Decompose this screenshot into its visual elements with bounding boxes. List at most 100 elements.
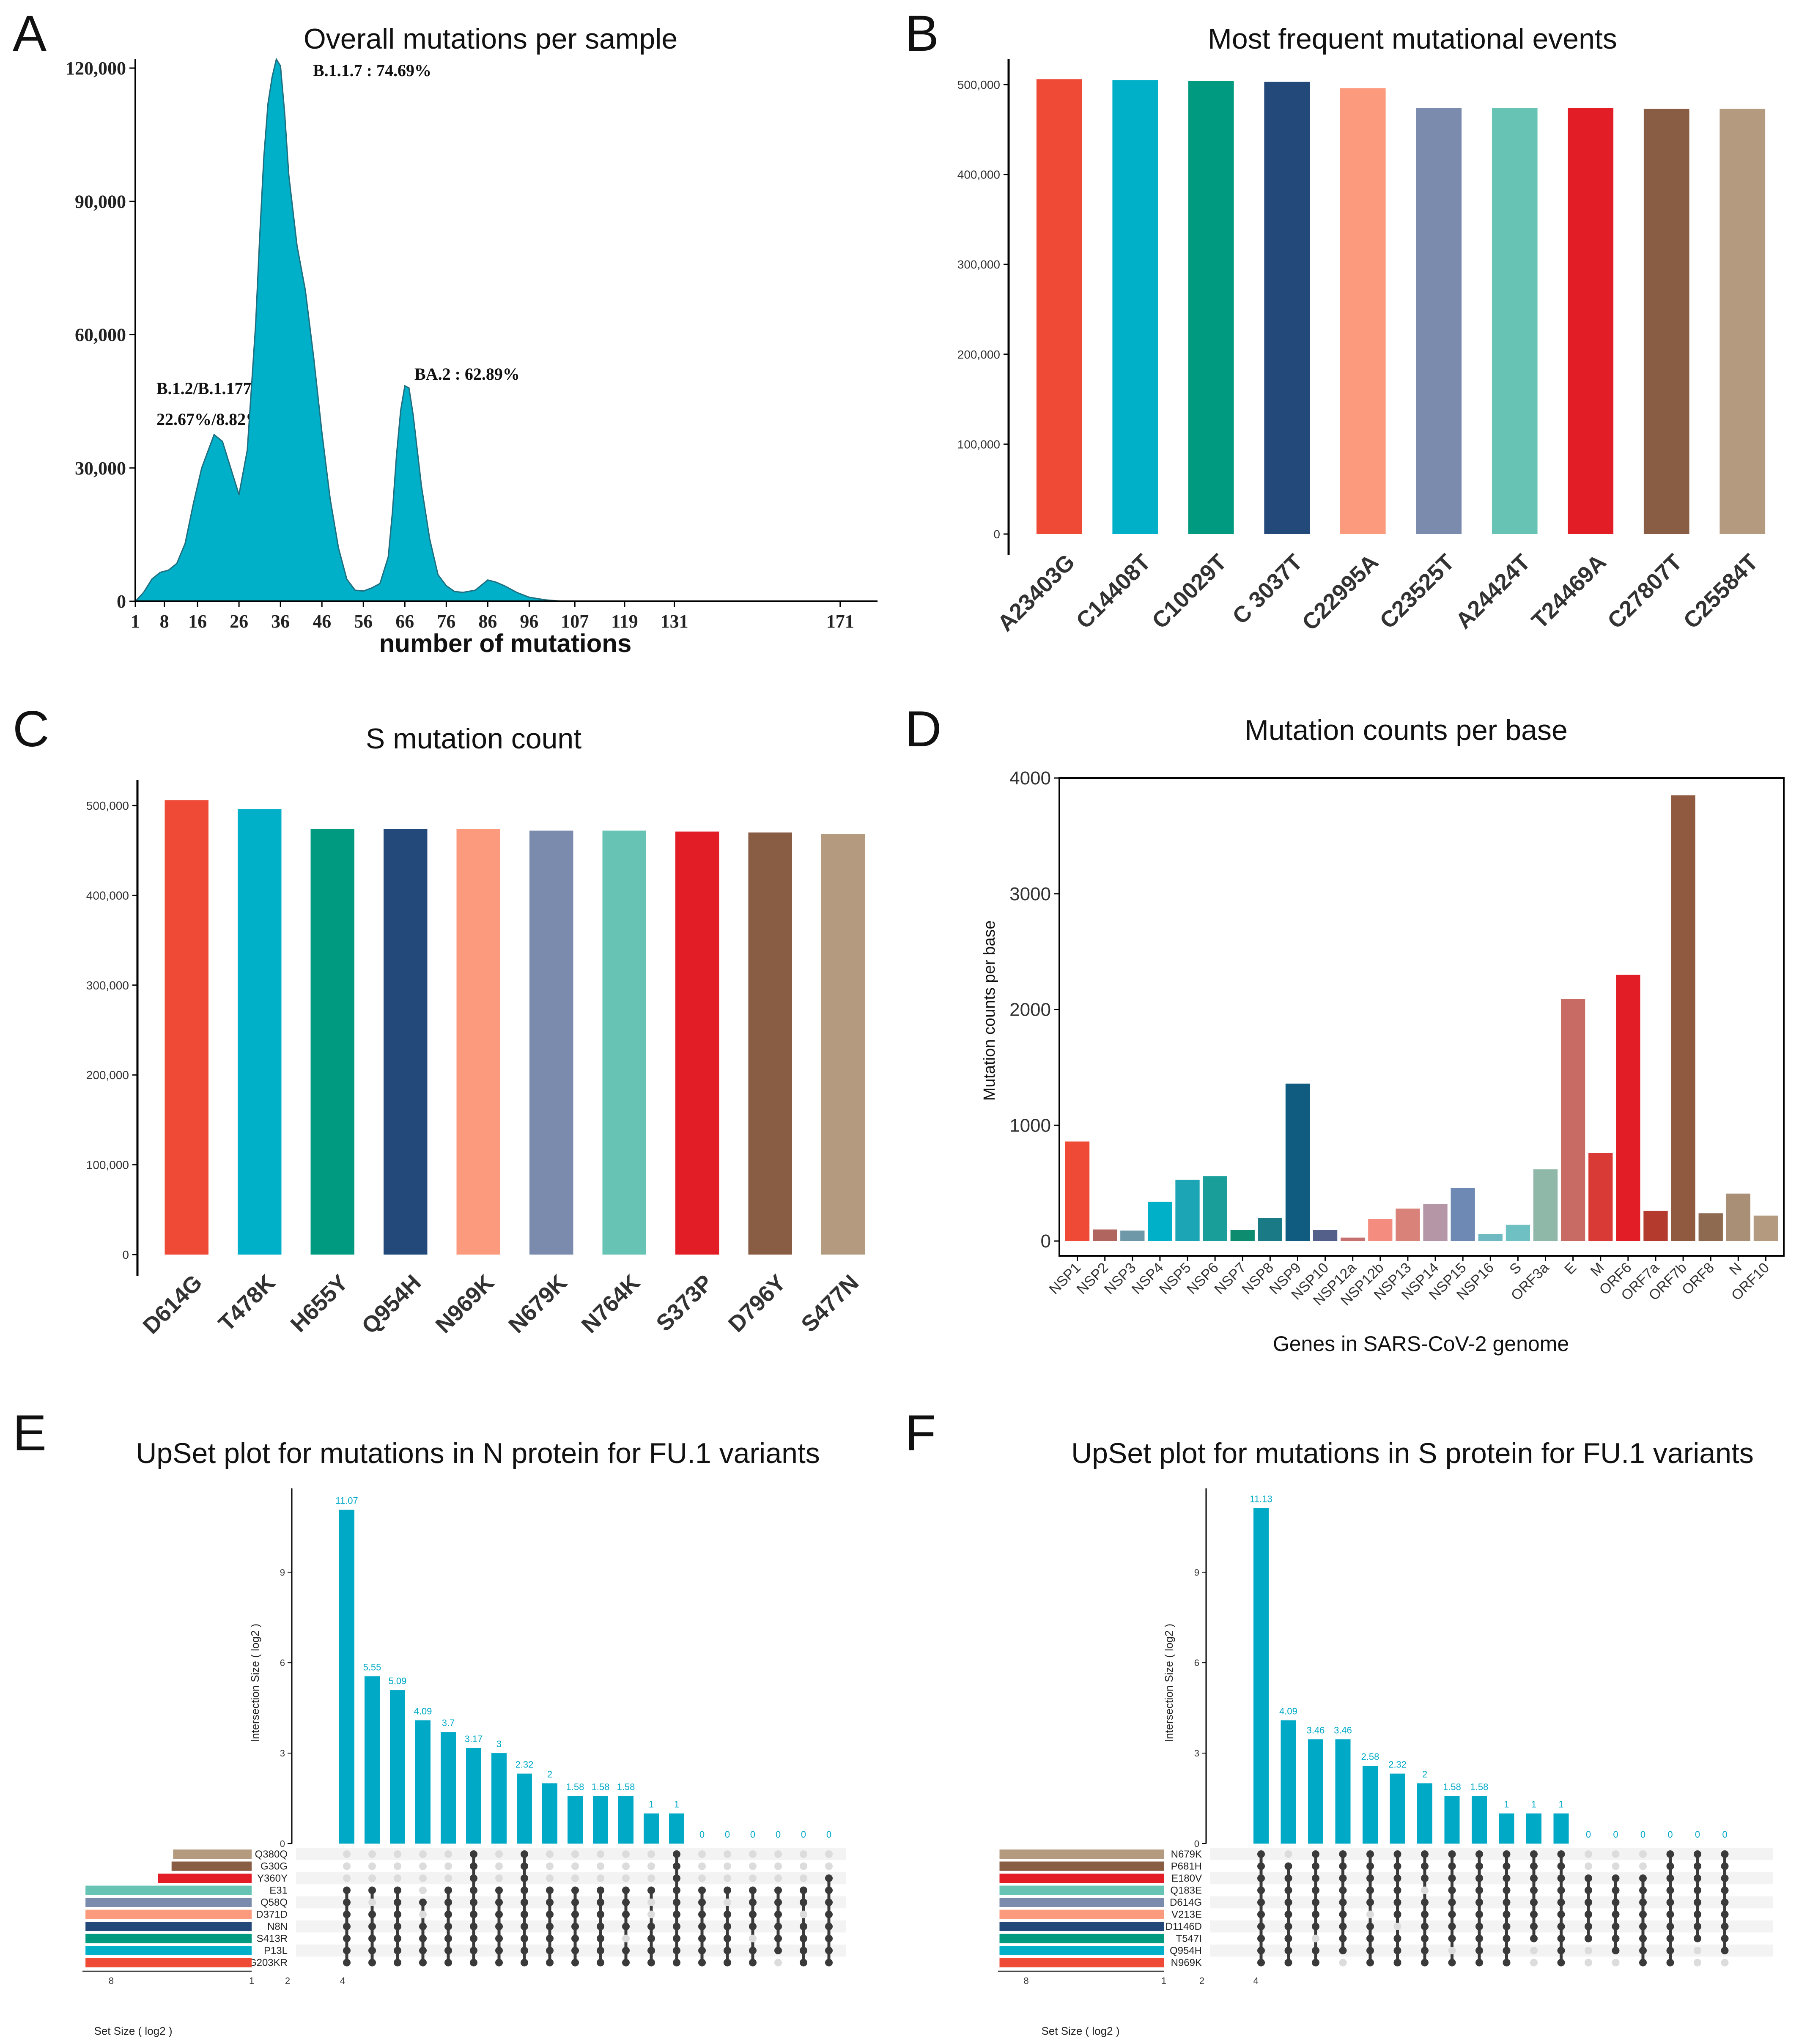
x-tick-label: C14408T	[1071, 549, 1156, 634]
chart-d-ylabel: Mutation counts per base	[981, 921, 998, 1101]
matrix-dot-filled	[1530, 1910, 1538, 1918]
matrix-dot-filled	[444, 1923, 452, 1930]
matrix-dot-filled	[724, 1923, 731, 1930]
x-tick-label: Q954H	[357, 1270, 426, 1339]
matrix-dot-filled	[394, 1934, 401, 1943]
bar	[1264, 82, 1310, 534]
matrix-dot-filled	[1339, 1874, 1347, 1882]
matrix-dot-empty	[622, 1934, 630, 1943]
matrix-dot-filled	[1503, 1874, 1511, 1882]
set-size-bar	[85, 1958, 252, 1967]
set-name: S413R	[257, 1933, 288, 1945]
matrix-dot-filled	[419, 1947, 427, 1954]
matrix-dot-filled	[1257, 1862, 1265, 1870]
chart-f-title: UpSet plot for mutations in S protein fo…	[1071, 1437, 1754, 1469]
intersection-bar	[1253, 1508, 1269, 1844]
set-name: D371D	[256, 1909, 288, 1921]
matrix-dot-empty	[800, 1850, 807, 1858]
intersection-label: 0	[1667, 1829, 1673, 1840]
bar	[1341, 1237, 1365, 1241]
annotation-b12-line1: B.1.2/B.1.177 :	[156, 379, 261, 398]
intersection-label: 0	[776, 1829, 781, 1840]
annotation-ba2: BA.2 : 62.89%	[414, 364, 520, 384]
matrix-dot-empty	[724, 1899, 731, 1906]
matrix-row-band	[1210, 1872, 1773, 1885]
matrix-dot-filled	[1612, 1874, 1620, 1882]
chart-f-set-size-label: Set Size ( log2 )	[1042, 2025, 1120, 2037]
matrix-dot-filled	[774, 1947, 782, 1954]
matrix-dot-empty	[343, 1850, 351, 1858]
matrix-dot-empty	[647, 1862, 655, 1870]
matrix-dot-filled	[1312, 1886, 1319, 1894]
intersection-label: 0	[750, 1829, 755, 1840]
matrix-dot-empty	[622, 1850, 630, 1858]
intersection-bar	[1335, 1739, 1351, 1844]
matrix-dot-filled	[1312, 1850, 1319, 1858]
intersection-bar	[466, 1748, 481, 1844]
matrix-dot-filled	[1339, 1934, 1347, 1943]
matrix-dot-empty	[571, 1874, 579, 1882]
bar	[1203, 1176, 1227, 1241]
matrix-dot-filled	[1312, 1947, 1319, 1954]
matrix-dot-filled	[1448, 1899, 1456, 1906]
intersection-label: 0	[699, 1829, 705, 1840]
x-tick-label: C22995A	[1297, 549, 1383, 636]
y-tick-label: 90,000	[75, 191, 126, 212]
set-size-bar	[999, 1874, 1164, 1883]
intersection-label: 3.17	[465, 1734, 483, 1744]
intersection-bar	[618, 1796, 633, 1844]
matrix-dot-empty	[1612, 1862, 1620, 1870]
matrix-dot-filled	[1503, 1886, 1511, 1894]
set-name: V213E	[1171, 1909, 1202, 1921]
bar	[1643, 109, 1689, 534]
matrix-dot-filled	[1557, 1886, 1565, 1894]
matrix-dot-filled	[1503, 1934, 1511, 1943]
y-tick-label: 0	[993, 528, 1000, 541]
set-size-bar	[85, 1898, 252, 1907]
matrix-dot-filled	[1421, 1862, 1429, 1870]
intersection-label: 1	[1531, 1799, 1536, 1810]
annotation-b117: B.1.1.7 : 74.69%	[313, 61, 431, 80]
matrix-dot-empty	[622, 1862, 630, 1870]
matrix-dot-filled	[749, 1959, 757, 1967]
x-tick-label: D796Y	[724, 1270, 791, 1337]
matrix-dot-filled	[1639, 1910, 1647, 1918]
matrix-dot-filled	[1694, 1934, 1701, 1943]
matrix-dot-empty	[343, 1874, 351, 1882]
chart-e-set-size-label: Set Size ( log2 )	[94, 2025, 173, 2037]
matrix-dot-filled	[1475, 1934, 1483, 1943]
matrix-dot-filled	[825, 1910, 833, 1918]
x-tick-label: 86	[478, 611, 497, 632]
bar	[821, 834, 865, 1255]
bar	[1698, 1213, 1723, 1241]
matrix-dot-filled	[1339, 1850, 1347, 1858]
matrix-dot-filled	[444, 1959, 452, 1967]
matrix-dot-filled	[1612, 1899, 1620, 1906]
intersection-bar	[568, 1796, 583, 1844]
set-size-bar	[999, 1922, 1164, 1931]
matrix-dot-empty	[444, 1874, 452, 1882]
y-tick-label: 200,000	[86, 1069, 129, 1082]
matrix-dot-filled	[698, 1934, 706, 1943]
bar	[1093, 1229, 1117, 1241]
intersection-bar	[669, 1813, 684, 1844]
matrix-dot-empty	[1393, 1923, 1401, 1930]
matrix-dot-filled	[673, 1862, 680, 1870]
matrix-dot-filled	[470, 1934, 477, 1943]
matrix-dot-filled	[419, 1899, 427, 1906]
matrix-dot-empty	[368, 1874, 376, 1882]
matrix-dot-filled	[546, 1899, 554, 1906]
matrix-dot-filled	[597, 1959, 604, 1967]
matrix-dot-filled	[521, 1910, 528, 1918]
matrix-dot-filled	[343, 1959, 351, 1967]
matrix-dot-filled	[673, 1923, 680, 1930]
matrix-dot-filled	[1721, 1923, 1729, 1930]
matrix-dot-filled	[597, 1923, 604, 1930]
x-tick-label: 46	[313, 611, 331, 632]
matrix-dot-filled	[1721, 1850, 1729, 1858]
matrix-dot-filled	[521, 1886, 528, 1894]
x-tick-label: NSP6	[1184, 1260, 1222, 1298]
bar	[1175, 1179, 1200, 1241]
y-tick-label: 30,000	[75, 458, 126, 479]
set-name: E31	[269, 1885, 288, 1896]
